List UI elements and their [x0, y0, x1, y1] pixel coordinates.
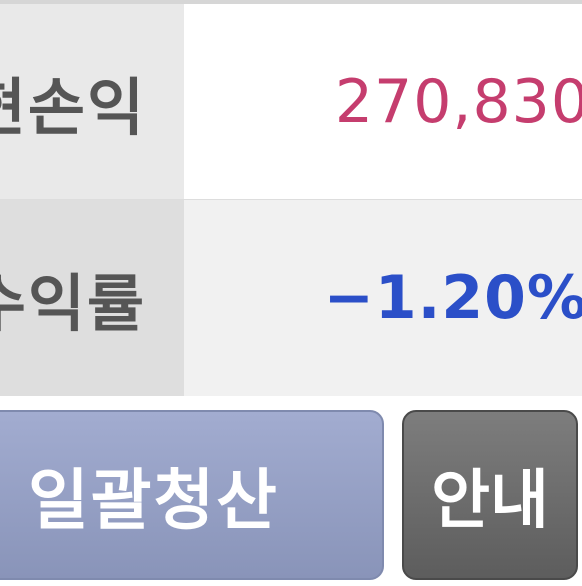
- profit-label-cell: 현손익: [0, 4, 184, 200]
- guide-button[interactable]: 안내: [402, 410, 578, 580]
- profit-row: 현손익 270,830: [0, 4, 582, 200]
- rate-value-cell: −1.20%: [184, 200, 582, 396]
- profit-label: 현손익: [0, 71, 146, 144]
- top-divider: [0, 0, 582, 4]
- guide-label: 안내: [431, 464, 549, 538]
- profit-value: 270,830: [334, 67, 582, 137]
- liquidate-all-button[interactable]: 일괄청산: [0, 410, 384, 580]
- profit-value-cell: 270,830: [184, 4, 582, 200]
- rate-row: 수익률 −1.20%: [0, 200, 582, 396]
- rate-label: 수익률: [0, 267, 146, 340]
- liquidate-all-label: 일괄청산: [28, 462, 279, 539]
- rate-value: −1.20%: [323, 263, 582, 333]
- rate-label-cell: 수익률: [0, 200, 184, 396]
